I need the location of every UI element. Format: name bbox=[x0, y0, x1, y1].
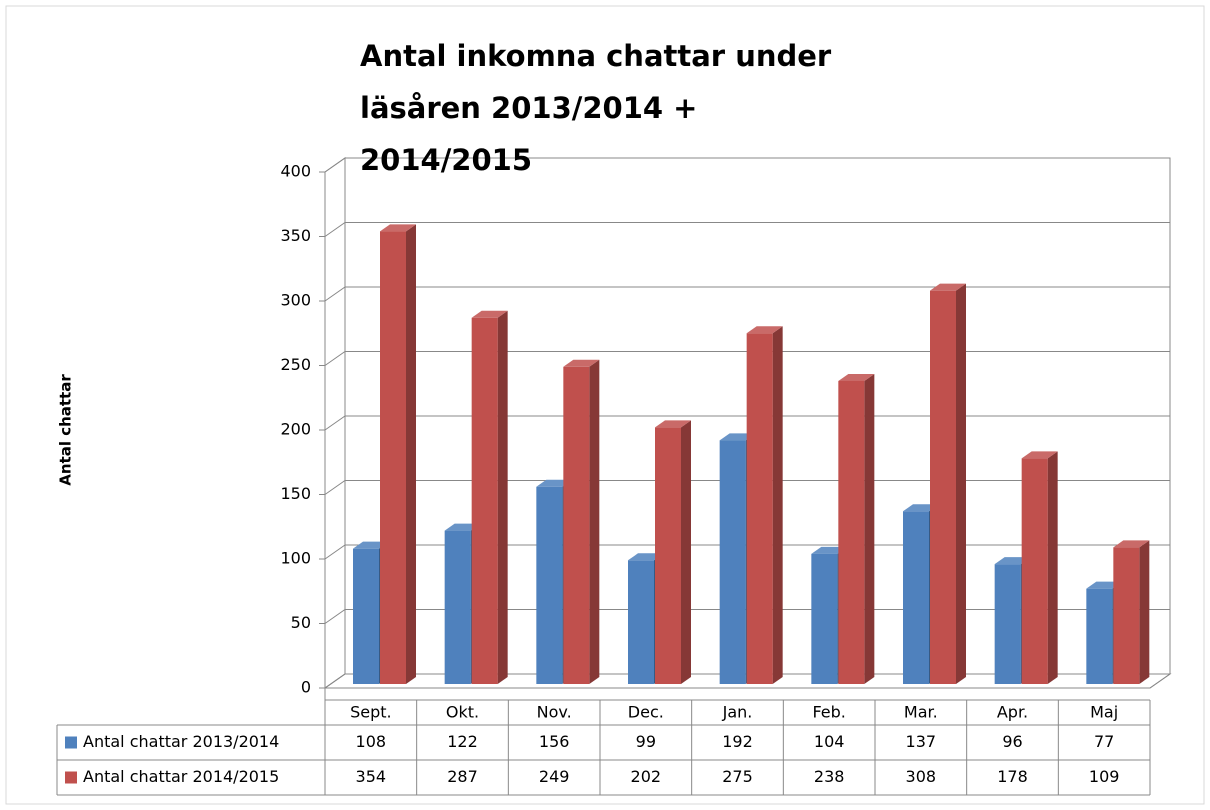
bar bbox=[1021, 458, 1048, 684]
bar bbox=[719, 440, 746, 684]
y-tick-label: 400 bbox=[280, 162, 311, 181]
table-value: 238 bbox=[814, 767, 845, 786]
bar bbox=[444, 530, 471, 684]
bar-top bbox=[1021, 451, 1058, 459]
bar bbox=[746, 333, 773, 684]
bar-side bbox=[1139, 540, 1150, 684]
bar-top bbox=[838, 373, 875, 381]
grid-line bbox=[324, 286, 1170, 302]
table-value: 99 bbox=[636, 732, 656, 751]
grid-line bbox=[324, 480, 1170, 495]
bar-top bbox=[746, 326, 783, 334]
table-value: 202 bbox=[631, 767, 662, 786]
bar bbox=[563, 366, 590, 684]
table-value: 308 bbox=[906, 767, 937, 786]
table-value: 108 bbox=[356, 732, 387, 751]
bar-top bbox=[655, 420, 691, 428]
table-value: 192 bbox=[722, 732, 753, 751]
bar bbox=[811, 553, 838, 684]
grid-line bbox=[324, 351, 1170, 366]
x-tick-label: Mar. bbox=[904, 703, 938, 722]
bar-side bbox=[864, 373, 875, 684]
bar bbox=[994, 564, 1021, 684]
bar bbox=[353, 548, 379, 684]
legend-label: Antal chattar 2014/2015 bbox=[83, 767, 279, 786]
legend-key bbox=[65, 771, 77, 784]
y-tick-label: 350 bbox=[280, 226, 311, 245]
grid-line bbox=[324, 609, 1170, 624]
table-value: 287 bbox=[447, 767, 478, 786]
bar-top bbox=[563, 359, 600, 367]
bar-top bbox=[380, 224, 416, 232]
x-tick-label: Sept. bbox=[350, 703, 392, 722]
bar-top bbox=[471, 310, 508, 318]
table-value: 122 bbox=[447, 732, 478, 751]
bar-top bbox=[930, 283, 966, 291]
bar-top bbox=[1113, 540, 1150, 548]
bar-side bbox=[772, 326, 783, 684]
table-value: 275 bbox=[722, 767, 753, 786]
y-tick-label: 300 bbox=[280, 291, 311, 310]
legend-key bbox=[65, 736, 77, 749]
grid-line bbox=[324, 415, 1170, 431]
y-tick-label: 0 bbox=[301, 678, 311, 697]
bar-top bbox=[994, 557, 1031, 565]
grid-line bbox=[324, 544, 1170, 560]
table-value: 249 bbox=[539, 767, 570, 786]
y-axis-label: Antal chattar bbox=[57, 374, 75, 486]
grid-line bbox=[324, 157, 1170, 173]
x-tick-label: Okt. bbox=[446, 703, 479, 722]
grid-line bbox=[324, 673, 1170, 689]
table-value: 178 bbox=[997, 767, 1028, 786]
x-tick-label: Feb. bbox=[812, 703, 845, 722]
y-tick-label: 100 bbox=[280, 549, 311, 568]
bar-side bbox=[589, 359, 600, 684]
bar-side bbox=[406, 224, 416, 684]
bar bbox=[536, 486, 563, 684]
legend-label: Antal chattar 2013/2014 bbox=[83, 732, 279, 751]
y-tick-label: 200 bbox=[280, 420, 311, 439]
table-value: 109 bbox=[1089, 767, 1120, 786]
table-value: 104 bbox=[814, 732, 845, 751]
bar bbox=[1113, 547, 1140, 684]
bar bbox=[930, 290, 956, 684]
table-value: 77 bbox=[1094, 732, 1114, 751]
bar bbox=[1086, 588, 1113, 684]
bar-side bbox=[497, 310, 508, 684]
table-value: 156 bbox=[539, 732, 570, 751]
grid-line bbox=[324, 222, 1170, 237]
bar-side bbox=[956, 283, 966, 684]
x-tick-label: Apr. bbox=[997, 703, 1028, 722]
table-line bbox=[1149, 673, 1171, 689]
table-value: 96 bbox=[1002, 732, 1022, 751]
y-tick-label: 150 bbox=[280, 484, 311, 503]
bar-side bbox=[1047, 451, 1058, 684]
y-tick-label: 50 bbox=[291, 613, 311, 632]
x-tick-label: Jan. bbox=[722, 703, 753, 722]
x-tick-label: Nov. bbox=[537, 703, 572, 722]
bar bbox=[471, 317, 498, 684]
chart-border bbox=[5, 5, 1205, 805]
y-tick-label: 250 bbox=[280, 355, 311, 374]
chart-title: Antal inkomna chattar under läsåren 2013… bbox=[360, 39, 832, 177]
table-value: 137 bbox=[906, 732, 937, 751]
x-tick-label: Maj bbox=[1090, 703, 1118, 722]
bar bbox=[903, 511, 929, 684]
bar bbox=[380, 231, 406, 684]
bar-side bbox=[681, 420, 691, 684]
bar bbox=[838, 380, 865, 684]
bar bbox=[655, 427, 681, 684]
x-tick-label: Dec. bbox=[628, 703, 664, 722]
bar bbox=[628, 560, 654, 684]
table-value: 354 bbox=[356, 767, 387, 786]
